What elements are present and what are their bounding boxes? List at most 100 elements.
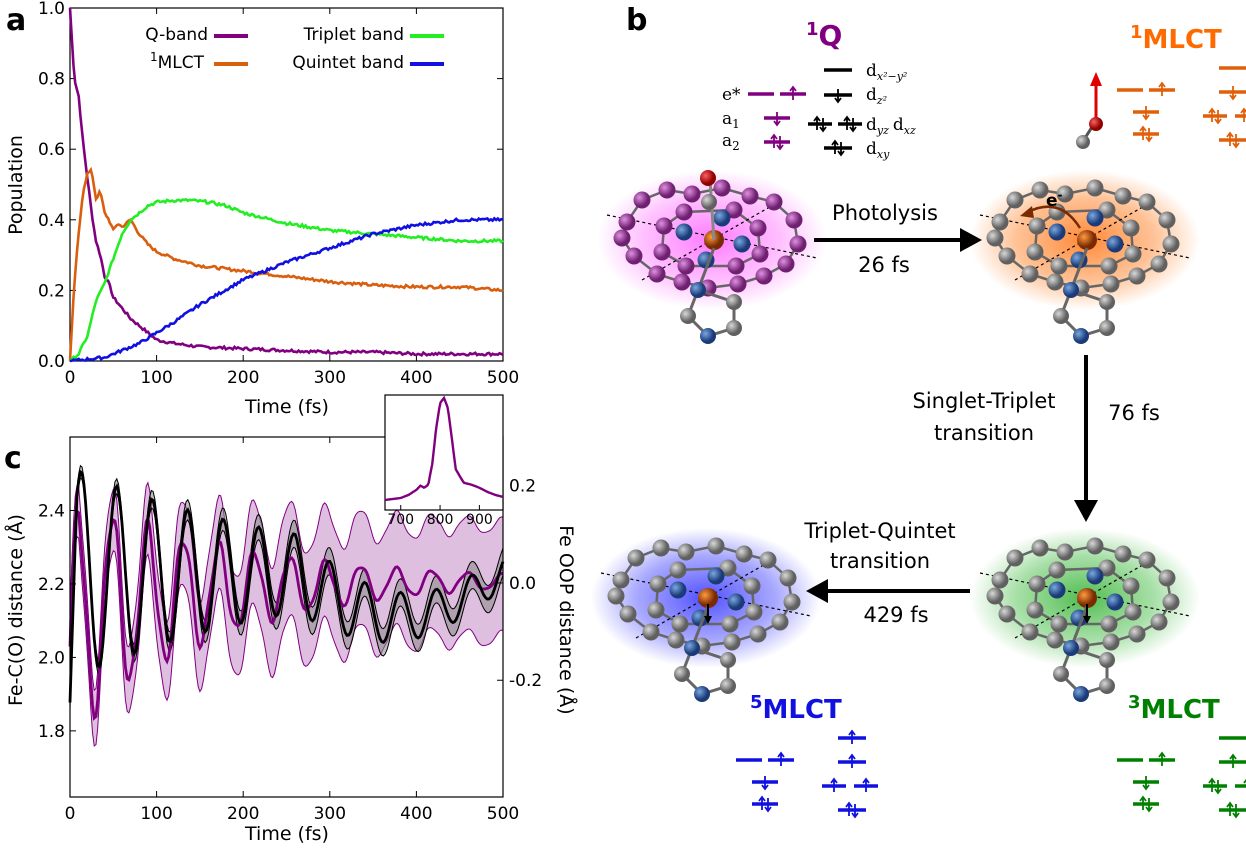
atom	[1162, 235, 1180, 253]
atom	[652, 539, 670, 557]
atom	[1138, 551, 1156, 569]
x-tick-label: 500	[487, 804, 519, 824]
atom	[1150, 255, 1168, 273]
spin-up	[1139, 795, 1147, 810]
fe-down-arrowhead	[1083, 616, 1091, 624]
atom-n	[1048, 223, 1066, 241]
atom-n	[727, 593, 745, 611]
orbital-dxy: dxy	[866, 139, 890, 161]
fe-down-arrowhead	[704, 616, 712, 624]
x-tick-label: 0	[65, 368, 76, 388]
atom	[1006, 549, 1024, 567]
atom	[1028, 575, 1046, 593]
orbital-level-diagrams	[736, 66, 1246, 819]
x-tick-label: 400	[400, 368, 432, 388]
atom	[1026, 601, 1044, 619]
spin-up	[1158, 81, 1166, 96]
atom	[1053, 308, 1069, 324]
panel-c: c 0 100 200 300 400 500 1.8 2.0 2.2 2.4 -0.2 0.0 0.2…	[4, 394, 578, 845]
spin-up	[1243, 778, 1246, 784]
atom	[991, 571, 1009, 589]
atom	[1046, 273, 1064, 291]
atom	[1098, 201, 1116, 219]
atom	[677, 543, 695, 561]
atom	[735, 545, 753, 563]
plot-c-lines	[68, 469, 505, 721]
orbital-estar: e*	[722, 85, 741, 105]
spin-up	[758, 795, 766, 810]
spin-up	[1226, 131, 1234, 146]
atom	[1073, 328, 1089, 344]
plot-c-xlabel: Time (fs)	[244, 823, 329, 845]
spin-up	[770, 133, 778, 148]
plot-c-frame	[69, 436, 504, 798]
atom-n	[1106, 235, 1124, 253]
atom	[700, 328, 716, 344]
series-line-q-band	[68, 7, 504, 358]
atom	[619, 605, 637, 623]
atom	[729, 275, 747, 293]
spin-up	[1208, 777, 1216, 792]
atom	[1021, 623, 1039, 641]
atom	[1031, 539, 1049, 557]
inset-tick-label: 800	[427, 512, 454, 528]
atom	[1056, 185, 1074, 203]
molecule-3mlct	[970, 528, 1200, 702]
atom-fe	[1077, 230, 1097, 250]
atom	[675, 203, 693, 221]
atom	[625, 247, 643, 265]
atom	[1122, 577, 1140, 595]
atom	[1031, 181, 1049, 199]
electron-label: e-	[1046, 188, 1063, 211]
atom	[1114, 187, 1132, 205]
orbital-a2: a2	[722, 131, 740, 153]
inset-tick-label: 700	[387, 512, 414, 528]
y-tick-label: 1.8	[38, 722, 65, 742]
atom	[743, 577, 761, 595]
atom	[745, 603, 763, 621]
x-tick-label: 100	[140, 368, 172, 388]
spin-down	[1142, 776, 1150, 791]
spin-down	[1214, 780, 1222, 795]
x-tick-label: 200	[227, 804, 259, 824]
atom	[690, 282, 706, 298]
atom-n	[669, 581, 687, 599]
atom	[1150, 613, 1168, 631]
legend-triplet-label: Triplet band	[303, 25, 404, 45]
atom	[771, 613, 789, 631]
atom-c	[701, 194, 717, 210]
atom	[707, 537, 725, 555]
atom	[633, 191, 651, 209]
atom	[759, 551, 777, 569]
atom	[1063, 640, 1079, 656]
atom	[618, 213, 636, 231]
spin-up	[813, 115, 821, 130]
spin-down	[1229, 86, 1237, 101]
atom	[653, 243, 671, 261]
spin-down	[1214, 110, 1222, 125]
plot-a-xlabel: Time (fs)	[244, 396, 329, 418]
inset-spectrum: 700 800 900	[384, 395, 504, 528]
atom	[1073, 686, 1089, 702]
spin-up	[1208, 107, 1216, 122]
state-label-1q: 1Q	[806, 19, 842, 52]
step1-time: 26 fs	[858, 253, 910, 277]
inset-spectrum-line	[384, 395, 504, 502]
atom	[1053, 666, 1069, 682]
atom	[789, 235, 807, 253]
orbital-a1: a1	[722, 109, 740, 131]
atom	[671, 615, 689, 633]
plot-a-legend: Q-band 1MLCT Triplet band Quintet band	[145, 25, 444, 73]
y-tick-label: 2.2	[38, 575, 65, 595]
atom	[779, 569, 797, 587]
atom	[1114, 545, 1132, 563]
molecule-1q	[597, 170, 827, 344]
atom	[727, 257, 745, 275]
atom	[1086, 179, 1104, 197]
atom	[1158, 569, 1176, 587]
fe-co-bond	[708, 179, 716, 241]
atom	[1028, 217, 1046, 235]
state-label-1mlct: 1MLCT	[1130, 22, 1222, 55]
atom	[1158, 211, 1176, 229]
y-tick-label: 2.4	[38, 501, 65, 521]
